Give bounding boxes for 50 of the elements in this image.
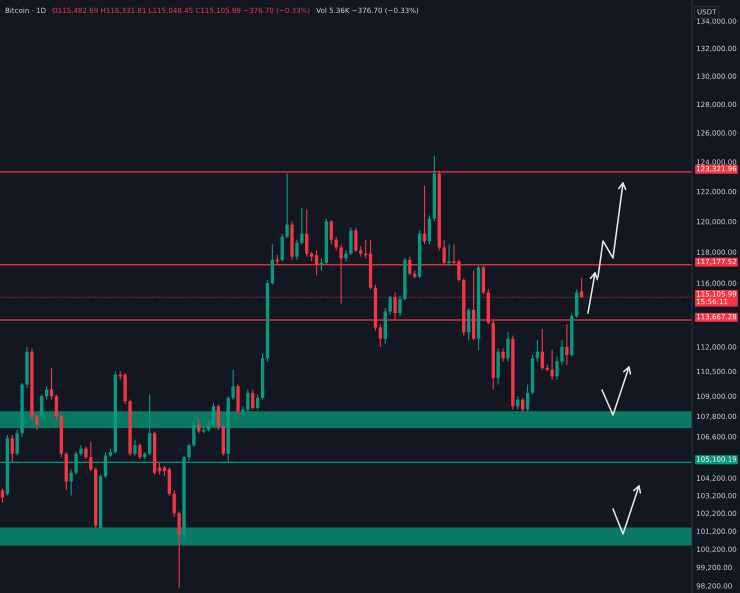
candlestick	[354, 227, 358, 253]
candlestick	[148, 394, 152, 456]
candlestick	[16, 429, 19, 456]
candlestick	[428, 214, 432, 245]
candlestick	[300, 207, 304, 245]
candlestick	[69, 468, 73, 496]
candlestick	[388, 295, 392, 316]
candlestick	[192, 420, 196, 448]
candlestick	[378, 324, 382, 348]
candlestick	[212, 402, 216, 428]
candlestick	[35, 414, 38, 430]
candlestick	[40, 394, 44, 420]
candlestick	[280, 233, 284, 262]
candlestick	[349, 227, 353, 256]
candlestick	[516, 396, 520, 410]
candlestick	[138, 442, 142, 460]
candlestick	[197, 417, 200, 434]
candlestick	[79, 444, 83, 456]
candlestick	[44, 386, 48, 400]
candlestick	[305, 208, 308, 258]
candlestick	[550, 350, 554, 380]
candlestick	[10, 434, 14, 463]
candlestick	[231, 369, 235, 400]
candlestick	[172, 490, 176, 518]
candlestick	[501, 348, 505, 362]
candlestick	[575, 288, 578, 318]
candlestick	[506, 332, 510, 362]
candlestick	[89, 441, 92, 472]
candlestick	[251, 388, 254, 410]
candlestick	[555, 356, 559, 380]
candlestick	[540, 328, 544, 370]
candlestick	[270, 244, 274, 286]
candlestick	[330, 219, 333, 245]
candlestick	[54, 394, 58, 420]
candlestick	[216, 404, 220, 430]
candlestick	[546, 364, 549, 372]
candlestick	[526, 384, 530, 412]
candlestick	[256, 394, 260, 410]
candlestick	[84, 446, 88, 460]
candlestick	[565, 324, 569, 366]
candlestick	[422, 184, 426, 245]
candlestick	[467, 308, 470, 341]
candlestick	[334, 236, 338, 252]
candlestick	[177, 510, 181, 588]
candlestick	[359, 245, 362, 258]
candlestick	[133, 440, 137, 456]
candlestick	[246, 388, 250, 412]
candlestick	[285, 173, 289, 239]
candlestick	[536, 340, 540, 362]
candlestick	[521, 397, 524, 412]
